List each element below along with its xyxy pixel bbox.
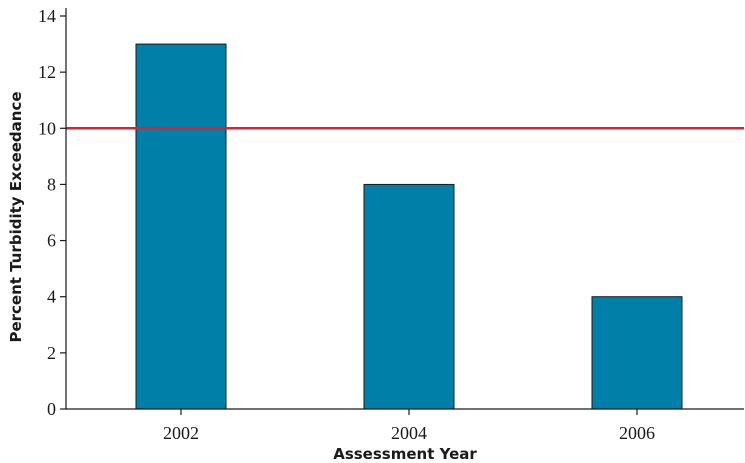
- y-tick-label: 0: [47, 399, 56, 419]
- axes-group: [65, 8, 744, 410]
- y-tick-label: 14: [38, 6, 56, 26]
- bar-2002: [135, 43, 227, 410]
- y-tick-label: 12: [38, 62, 56, 82]
- x-tick-label: 2002: [163, 423, 199, 443]
- y-tick-label: 2: [47, 343, 56, 363]
- y-ticks-group: 0 2 4 6 8 10 12 14: [38, 6, 66, 419]
- x-tick-label: 2004: [391, 423, 427, 443]
- x-ticks-group: 2002 2004 2006: [163, 409, 655, 443]
- y-tick-label: 6: [47, 231, 56, 251]
- x-tick-label: 2006: [619, 423, 655, 443]
- bar-2004: [363, 183, 455, 410]
- x-axis-title: Assessment Year: [333, 445, 477, 463]
- bar-2006: [591, 296, 683, 410]
- y-tick-label: 8: [47, 174, 56, 194]
- y-tick-label: 4: [47, 287, 56, 307]
- y-tick-label: 10: [38, 118, 56, 138]
- bars-group: [135, 43, 683, 410]
- y-axis-title: Percent Turbidity Exceedance: [7, 91, 25, 342]
